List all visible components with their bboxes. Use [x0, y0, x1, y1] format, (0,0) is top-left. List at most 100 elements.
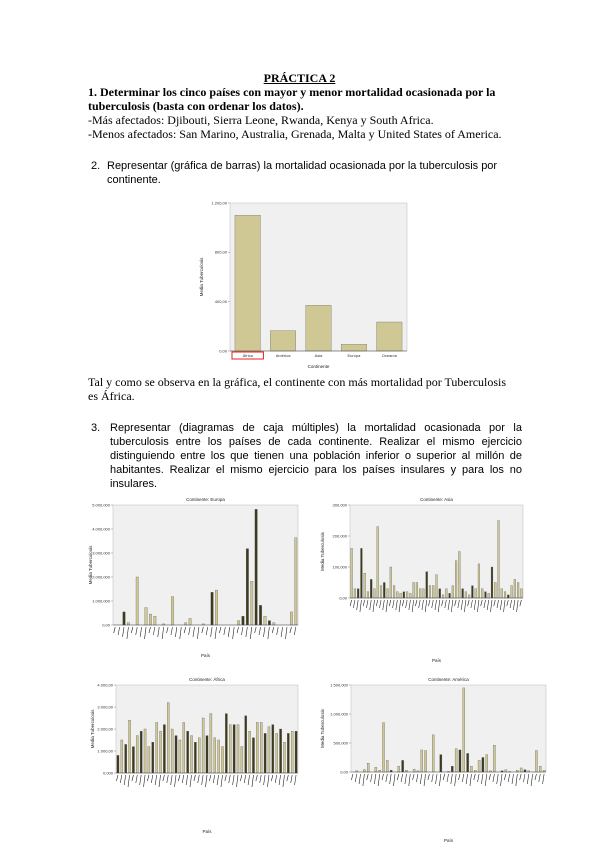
x-tick-label: África: [243, 353, 254, 358]
x-tick-label: [263, 626, 266, 638]
x-tick-label: [263, 774, 266, 786]
question-3-text: Representar (diagramas de caja múltiples…: [110, 422, 522, 490]
x-tick-label: [131, 626, 134, 634]
bar: [205, 735, 209, 774]
x-tick-label: [197, 774, 200, 784]
bar: [474, 588, 477, 599]
x-tick-label: [419, 773, 423, 785]
bar: [399, 593, 402, 599]
bar: [182, 722, 185, 774]
bar: [151, 742, 155, 774]
plot-area: [350, 684, 547, 773]
bar: [451, 585, 454, 599]
x-tick-label: [185, 774, 188, 786]
x-tick-label: [276, 626, 279, 636]
bar: [477, 760, 481, 773]
bar: [271, 724, 275, 774]
bar: [425, 571, 428, 599]
africa-bar-chart: Continente: África 0,000 1.000,00 2.000,00 3…: [88, 675, 300, 840]
bar: [248, 731, 251, 774]
bar: [458, 551, 461, 599]
bar: [198, 737, 201, 774]
x-tick-label: [178, 774, 181, 782]
x-tick-label: [509, 599, 512, 609]
x-tick-label: [385, 599, 388, 613]
least-affected-text: -Menos afectados: San Marino, Australia,…: [88, 127, 502, 141]
bar: [360, 548, 363, 599]
bar: [225, 713, 228, 774]
bar: [186, 731, 189, 774]
x-tick-label: [457, 599, 460, 609]
x-tick-label: [385, 773, 388, 783]
y-tick-label: 0,00: [340, 769, 349, 774]
bar: [217, 739, 220, 774]
x-tick-label: [232, 774, 235, 786]
x-tick-label: [492, 773, 495, 783]
bar: [178, 739, 182, 774]
y-tick-label: 800,00: [215, 250, 228, 255]
bar: [194, 742, 197, 774]
x-tick-label: [486, 599, 490, 611]
x-tick-label: [400, 773, 403, 783]
most-affected-text: -Más afectados: Djibouti, Sierra Leone, …: [88, 113, 434, 127]
y-tick-label: 5.000,000: [92, 502, 111, 507]
x-tick-label: [496, 773, 499, 785]
bar: [519, 767, 523, 773]
x-tick-label: [484, 773, 488, 787]
x-tick-label: [278, 774, 281, 786]
bar: [153, 616, 157, 626]
x-tick-label: [483, 599, 486, 609]
x-tick-label: [519, 599, 522, 607]
y-tick-label: 200,000: [333, 533, 348, 538]
x-tick-label: [389, 599, 392, 607]
y-tick-label: 0,00: [339, 595, 348, 600]
bar: [497, 520, 500, 599]
x-tick-label: [370, 773, 373, 783]
x-tick-label: [154, 774, 157, 786]
bar: [241, 616, 245, 626]
x-tick-label: Asia: [315, 353, 324, 358]
bar: [470, 766, 473, 773]
bar: [213, 737, 216, 774]
bar: [353, 588, 356, 599]
y-tick-label: 4.000,00: [97, 682, 113, 687]
bar: [520, 588, 523, 599]
x-tick-label: [408, 599, 411, 611]
bar: [500, 588, 503, 599]
x-tick-label: [375, 599, 379, 607]
bar: [510, 585, 513, 599]
bar: [448, 593, 451, 599]
x-tick-label: [477, 599, 480, 613]
x-tick-label: [216, 774, 219, 786]
question-2-number: 2.: [91, 160, 101, 172]
y-tick-label: 300,000: [333, 502, 348, 507]
y-axis-title: Media Tuberculosis: [90, 709, 95, 749]
x-tick-label: [423, 773, 426, 787]
bar: [378, 770, 381, 773]
x-tick-label: [280, 626, 283, 638]
x-tick-label: [139, 626, 142, 638]
y-tick-label: 100,000: [333, 564, 348, 569]
x-tick-label: [289, 626, 292, 634]
x-tick-label: [454, 773, 457, 787]
x-tick-label: [166, 774, 169, 784]
y-tick-label: 500,000: [334, 740, 349, 745]
bar: [461, 588, 464, 599]
x-tick-label: [259, 774, 262, 784]
x-tick-label: [236, 774, 239, 788]
x-tick-label: [224, 774, 227, 782]
x-tick-label: [412, 773, 415, 781]
x-tick-label: [516, 599, 519, 613]
x-tick-label: [496, 599, 499, 609]
bar: [477, 563, 480, 599]
bar: [279, 728, 282, 774]
bar: [412, 768, 416, 773]
bar: [245, 548, 249, 626]
bar: [357, 588, 360, 599]
x-tick-label: [232, 626, 235, 640]
x-tick-label: [197, 626, 200, 640]
x-tick-label: [504, 773, 507, 781]
x-tick-label: [511, 773, 514, 785]
bar: [464, 591, 467, 599]
x-tick-label: [158, 774, 161, 788]
